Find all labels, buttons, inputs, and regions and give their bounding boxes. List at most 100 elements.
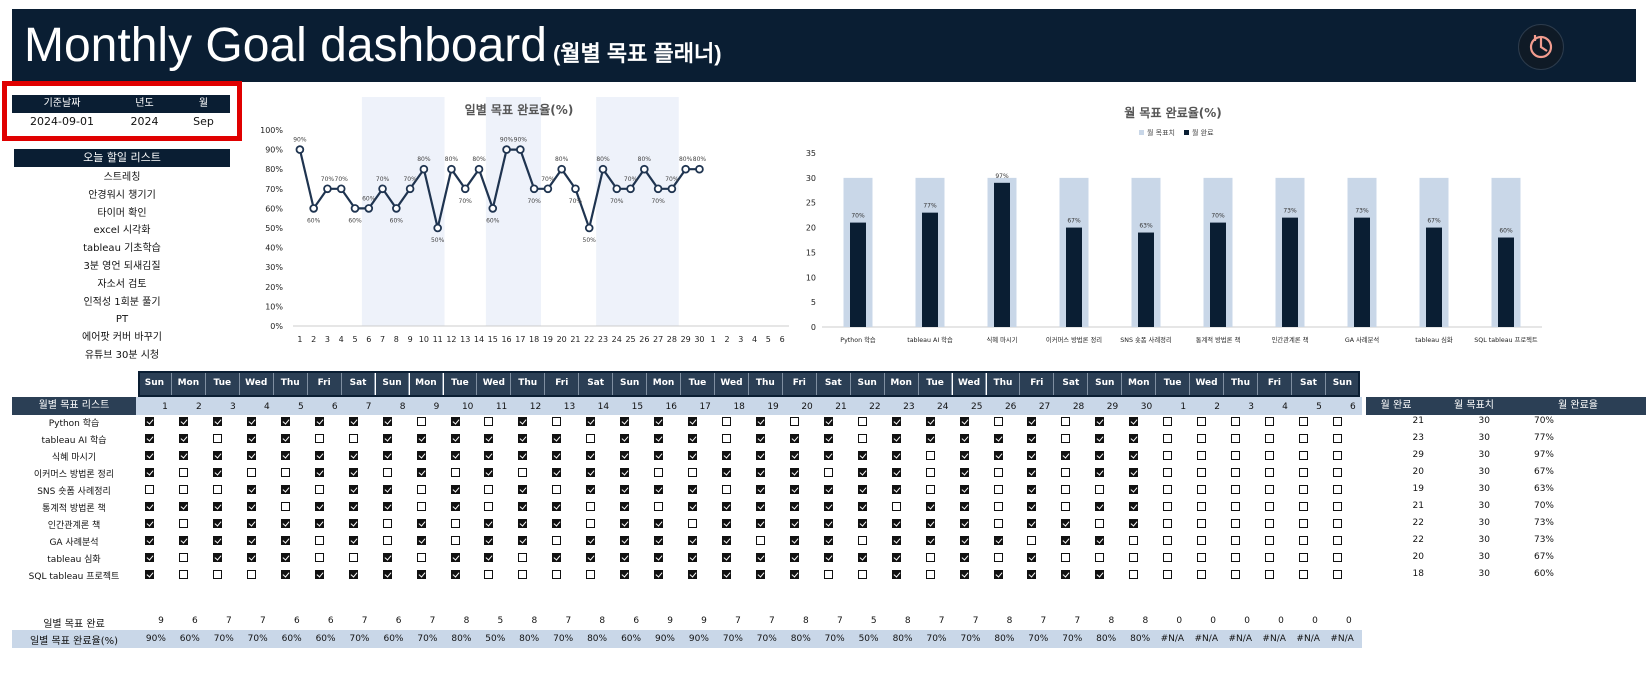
checkbox-unchecked[interactable] <box>1265 468 1274 477</box>
checkbox-checked[interactable] <box>688 536 697 545</box>
checkbox-checked[interactable] <box>382 485 392 494</box>
checkbox-unchecked[interactable] <box>246 468 256 477</box>
checkbox-checked[interactable] <box>925 417 935 426</box>
checkbox-unchecked[interactable] <box>1265 485 1274 494</box>
checkbox-unchecked[interactable] <box>416 417 426 426</box>
checkbox-checked[interactable] <box>280 485 290 494</box>
checkbox-checked[interactable] <box>450 502 460 511</box>
checkbox-checked[interactable] <box>178 417 188 426</box>
checkbox-checked[interactable] <box>450 434 460 443</box>
checkbox-checked[interactable] <box>891 485 901 494</box>
checkbox-unchecked[interactable] <box>722 434 731 443</box>
checkbox-checked[interactable] <box>416 434 426 443</box>
checkbox-checked[interactable] <box>246 451 256 460</box>
checkbox-unchecked[interactable] <box>1231 434 1241 443</box>
checkbox-checked[interactable] <box>823 536 833 545</box>
checkbox-checked[interactable] <box>620 417 630 426</box>
checkbox-unchecked[interactable] <box>178 570 188 579</box>
checkbox-checked[interactable] <box>688 485 697 494</box>
checkbox-checked[interactable] <box>246 553 256 562</box>
checkbox-unchecked[interactable] <box>1197 485 1207 494</box>
checkbox-checked[interactable] <box>722 519 731 528</box>
checkbox-checked[interactable] <box>314 519 324 528</box>
checkbox-unchecked[interactable] <box>450 536 460 545</box>
checkbox-checked[interactable] <box>1061 451 1071 460</box>
checkbox-checked[interactable] <box>518 519 528 528</box>
checkbox-checked[interactable] <box>959 502 969 511</box>
checkbox-checked[interactable] <box>1061 570 1071 579</box>
checkbox-checked[interactable] <box>620 434 630 443</box>
checkbox-checked[interactable] <box>654 451 664 460</box>
checkbox-checked[interactable] <box>280 536 290 545</box>
checkbox-checked[interactable] <box>280 434 290 443</box>
checkbox-checked[interactable] <box>484 519 494 528</box>
checkbox-checked[interactable] <box>552 553 562 562</box>
checkbox-checked[interactable] <box>857 502 867 511</box>
checkbox-checked[interactable] <box>620 485 630 494</box>
checkbox-unchecked[interactable] <box>1163 417 1173 426</box>
checkbox-unchecked[interactable] <box>1061 485 1071 494</box>
checkbox-checked[interactable] <box>518 434 528 443</box>
checkbox-checked[interactable] <box>586 553 596 562</box>
checkbox-unchecked[interactable] <box>1299 468 1308 477</box>
checkbox-unchecked[interactable] <box>1061 468 1071 477</box>
checkbox-unchecked[interactable] <box>1299 553 1308 562</box>
checkbox-checked[interactable] <box>1095 417 1105 426</box>
checkbox-checked[interactable] <box>552 451 562 460</box>
checkbox-checked[interactable] <box>755 468 765 477</box>
checkbox-unchecked[interactable] <box>1332 417 1342 426</box>
checkbox-checked[interactable] <box>755 519 765 528</box>
checkbox-checked[interactable] <box>314 451 324 460</box>
checkbox-unchecked[interactable] <box>348 434 358 443</box>
checkbox-checked[interactable] <box>654 434 664 443</box>
checkbox-checked[interactable] <box>586 485 596 494</box>
checkbox-checked[interactable] <box>348 485 358 494</box>
checkbox-checked[interactable] <box>246 485 256 494</box>
checkbox-checked[interactable] <box>145 570 154 579</box>
checkbox-unchecked[interactable] <box>1163 485 1173 494</box>
checkbox-checked[interactable] <box>959 570 969 579</box>
checkbox-unchecked[interactable] <box>1299 570 1308 579</box>
checkbox-unchecked[interactable] <box>1163 519 1173 528</box>
checkbox-checked[interactable] <box>450 553 460 562</box>
checkbox-checked[interactable] <box>145 451 154 460</box>
checkbox-checked[interactable] <box>789 468 799 477</box>
checkbox-checked[interactable] <box>755 451 765 460</box>
checkbox-unchecked[interactable] <box>416 485 426 494</box>
checkbox-checked[interactable] <box>246 502 256 511</box>
checkbox-unchecked[interactable] <box>178 519 188 528</box>
checkbox-checked[interactable] <box>348 417 358 426</box>
checkbox-checked[interactable] <box>382 451 392 460</box>
checkbox-checked[interactable] <box>688 451 697 460</box>
checkbox-checked[interactable] <box>552 434 562 443</box>
checkbox-checked[interactable] <box>823 519 833 528</box>
checkbox-unchecked[interactable] <box>857 417 867 426</box>
checkbox-unchecked[interactable] <box>1332 485 1342 494</box>
checkbox-unchecked[interactable] <box>1332 451 1342 460</box>
checkbox-checked[interactable] <box>382 417 392 426</box>
checkbox-checked[interactable] <box>1027 434 1037 443</box>
checkbox-unchecked[interactable] <box>1231 570 1241 579</box>
checkbox-unchecked[interactable] <box>1061 434 1071 443</box>
checkbox-unchecked[interactable] <box>382 468 392 477</box>
checkbox-checked[interactable] <box>959 553 969 562</box>
checkbox-checked[interactable] <box>518 417 528 426</box>
checkbox-unchecked[interactable] <box>1163 468 1173 477</box>
checkbox-unchecked[interactable] <box>1332 434 1342 443</box>
todo-item[interactable]: excel 시각화 <box>93 225 151 237</box>
checkbox-checked[interactable] <box>484 553 494 562</box>
checkbox-checked[interactable] <box>246 536 256 545</box>
checkbox-checked[interactable] <box>314 570 324 579</box>
checkbox-unchecked[interactable] <box>1299 434 1308 443</box>
checkbox-unchecked[interactable] <box>857 570 867 579</box>
checkbox-checked[interactable] <box>1027 553 1037 562</box>
checkbox-checked[interactable] <box>620 570 630 579</box>
todo-item[interactable]: 유튜브 30분 시청 <box>84 349 160 361</box>
checkbox-checked[interactable] <box>789 434 799 443</box>
checkbox-unchecked[interactable] <box>993 519 1003 528</box>
checkbox-checked[interactable] <box>212 536 222 545</box>
checkbox-checked[interactable] <box>1129 519 1139 528</box>
checkbox-checked[interactable] <box>178 451 188 460</box>
checkbox-unchecked[interactable] <box>552 485 562 494</box>
checkbox-unchecked[interactable] <box>789 417 799 426</box>
